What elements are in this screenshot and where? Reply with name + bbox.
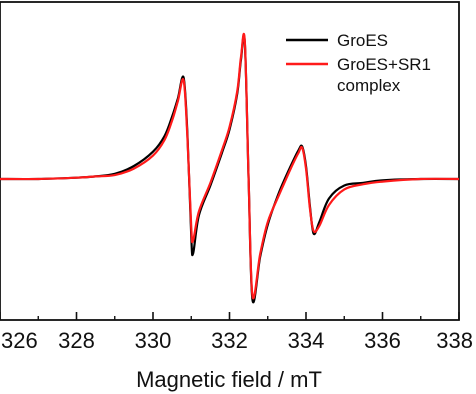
plot-frame <box>0 1 460 321</box>
x-tick-label: 330 <box>135 328 172 353</box>
legend-label-groes-sr1: GroES+SR1 <box>337 55 431 74</box>
legend-label-groes: GroES <box>337 31 388 50</box>
legend-label-complex: complex <box>337 76 401 95</box>
x-axis-title: Magnetic field / mT <box>136 367 322 392</box>
x-axis: 326 328 330 332 334 336 338 <box>0 312 473 353</box>
series-line-groes-sr1-complex <box>0 32 460 300</box>
x-tick-label: 336 <box>364 328 401 353</box>
x-tick-label: 338 <box>436 328 473 353</box>
legend: GroES GroES+SR1 complex <box>286 31 431 95</box>
x-tick-label: 328 <box>58 328 95 353</box>
series-layer <box>0 32 460 304</box>
x-tick-label: 332 <box>211 328 248 353</box>
x-tick-label: 334 <box>288 328 325 353</box>
x-tick-label: 326 <box>1 328 38 353</box>
